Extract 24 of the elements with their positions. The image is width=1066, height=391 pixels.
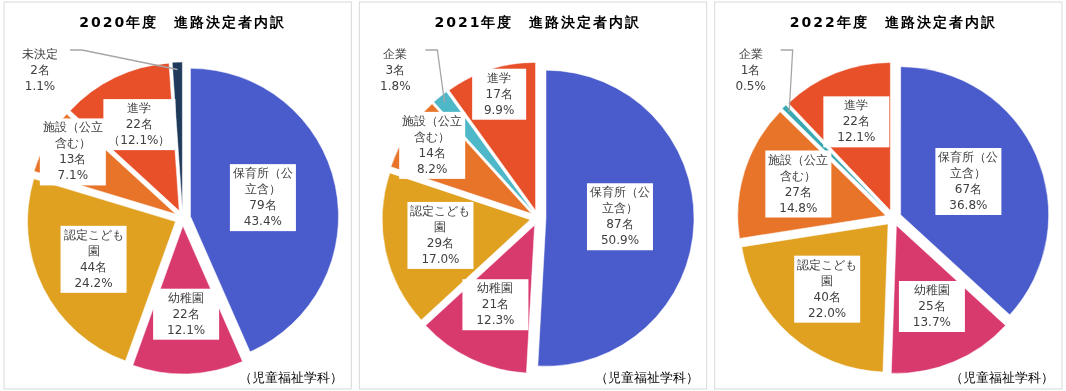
slice-label: 企業 1名0.5% [735, 47, 766, 93]
text: （児童福祉学科） [594, 370, 699, 385]
slice-label: 企業 3名1.8% [380, 47, 411, 93]
slice-label: 幼稚園 21名12.3% [476, 281, 515, 328]
slice-label: 進学 22名12.1% [837, 98, 876, 145]
slice-label: 幼稚園 25名13.7% [912, 283, 951, 329]
chart-title: 2022年度 進路決定者内訳 [789, 14, 997, 30]
text: （児童福祉学科） [239, 370, 344, 385]
text: （児童福祉学科） [950, 370, 1054, 385]
slice-label: 幼稚園 22名12.1% [167, 290, 206, 337]
chart-title: 2021年度 進路決定者内訳 [434, 14, 642, 30]
slice-label: 保育所（公立含） 87名50.9% [589, 185, 650, 248]
slice-label: 保育所（公立含） 79名43.4% [232, 166, 293, 229]
slice-label: 認定こども園 29名17.0% [410, 203, 471, 266]
slice-label: 未決定 2名1.1% [22, 47, 58, 93]
slice-label: 認定こども園 40名22.0% [797, 257, 858, 320]
chart-title: 2020年度 進路決定者内訳 [79, 14, 287, 30]
slice-label: 施設（公立含む） 27名14.8% [768, 152, 829, 215]
slice-label: 施設（公立含む） 14名8.2% [402, 113, 463, 176]
slice-label: 進学 22名（12.1%） [108, 101, 171, 148]
slice-label: 保育所（公立含） 67名36.8% [938, 150, 999, 212]
slice-label: 認定こども園 44名24.2% [63, 227, 124, 290]
slice-label: 施設（公立含む） 13名7.1% [42, 120, 103, 183]
slice-label: 進学 17名9.9% [483, 70, 515, 117]
